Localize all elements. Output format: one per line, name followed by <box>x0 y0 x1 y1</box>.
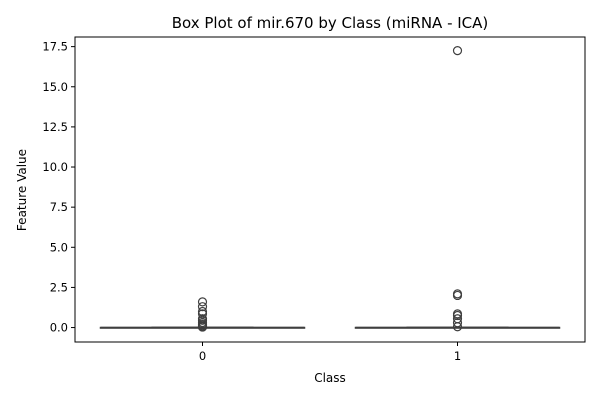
y-tick-label: 17.5 <box>42 40 68 54</box>
y-tick-label: 0.0 <box>50 321 68 335</box>
box-group-class-1 <box>354 46 561 332</box>
outlier-point <box>197 302 208 312</box>
outlier-point <box>197 306 208 317</box>
y-axis-ticks: 0.0 2.5 5.0 7.5 10.0 12.5 15.0 17.5 <box>42 40 75 335</box>
chart-title: Box Plot of mir.670 by Class (miRNA - IC… <box>172 14 489 32</box>
outlier-point <box>452 318 463 328</box>
y-axis-label: Feature Value <box>15 149 29 231</box>
outlier-point <box>452 289 463 299</box>
y-tick-label: 12.5 <box>42 120 68 134</box>
plot-area <box>74 36 586 343</box>
y-tick-label: 7.5 <box>50 200 68 214</box>
outlier-point <box>197 297 208 307</box>
y-tick-label: 10.0 <box>42 160 68 174</box>
x-axis-label: Class <box>314 371 346 385</box>
outlier-point <box>452 46 463 56</box>
x-tick-label: 1 <box>454 349 461 363</box>
axes-frame <box>74 36 586 343</box>
outlier-point <box>452 309 463 319</box>
outlier-point <box>197 309 208 319</box>
x-tick-label: 0 <box>199 349 206 363</box>
y-tick-label: 5.0 <box>50 240 68 254</box>
y-tick-label: 15.0 <box>42 80 68 94</box>
outlier-point <box>452 314 463 324</box>
y-tick-label: 2.5 <box>50 280 68 294</box>
box-group-class-0 <box>99 297 306 332</box>
outlier-point <box>197 314 208 324</box>
